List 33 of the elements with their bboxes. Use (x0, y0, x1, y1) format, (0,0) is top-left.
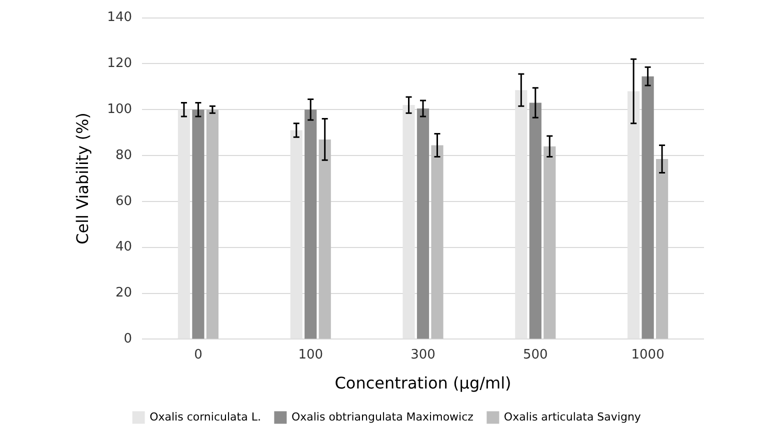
y-tick-label: 100 (107, 102, 132, 118)
y-tick-label: 120 (107, 56, 132, 72)
bar (515, 90, 528, 339)
x-tick-label: 100 (298, 347, 324, 362)
bar (178, 110, 190, 339)
bar (431, 145, 444, 339)
y-tick-label: 80 (115, 148, 132, 163)
y-tick-label: 40 (115, 240, 132, 255)
bar (206, 110, 218, 339)
legend-label: Oxalis obtriangulata Maximowicz (291, 410, 474, 424)
bar (628, 91, 640, 339)
bar (642, 76, 654, 339)
x-tick-label: 300 (410, 347, 436, 362)
bar (318, 139, 331, 339)
legend-label: Oxalis articulata Savigny (504, 410, 642, 424)
bar (192, 110, 204, 339)
bar (416, 108, 430, 339)
bar (304, 110, 317, 339)
bar (544, 146, 556, 339)
legend-label: Oxalis corniculata L. (150, 410, 261, 424)
x-tick-label: 1000 (631, 347, 664, 362)
y-tick-label: 140 (107, 10, 132, 26)
y-tick-label: 0 (124, 332, 132, 347)
bar (529, 102, 542, 339)
x-axis-title: Concentration (μg/ml) (334, 374, 512, 393)
y-tick-label: 20 (115, 286, 132, 301)
x-tick-label: 0 (194, 347, 202, 362)
x-tick-label: 500 (522, 347, 548, 362)
bar (290, 130, 302, 339)
y-tick-label: 60 (115, 194, 132, 209)
y-axis-title: Cell Viability (%) (72, 112, 92, 244)
bar (656, 158, 668, 339)
bar (402, 105, 415, 339)
